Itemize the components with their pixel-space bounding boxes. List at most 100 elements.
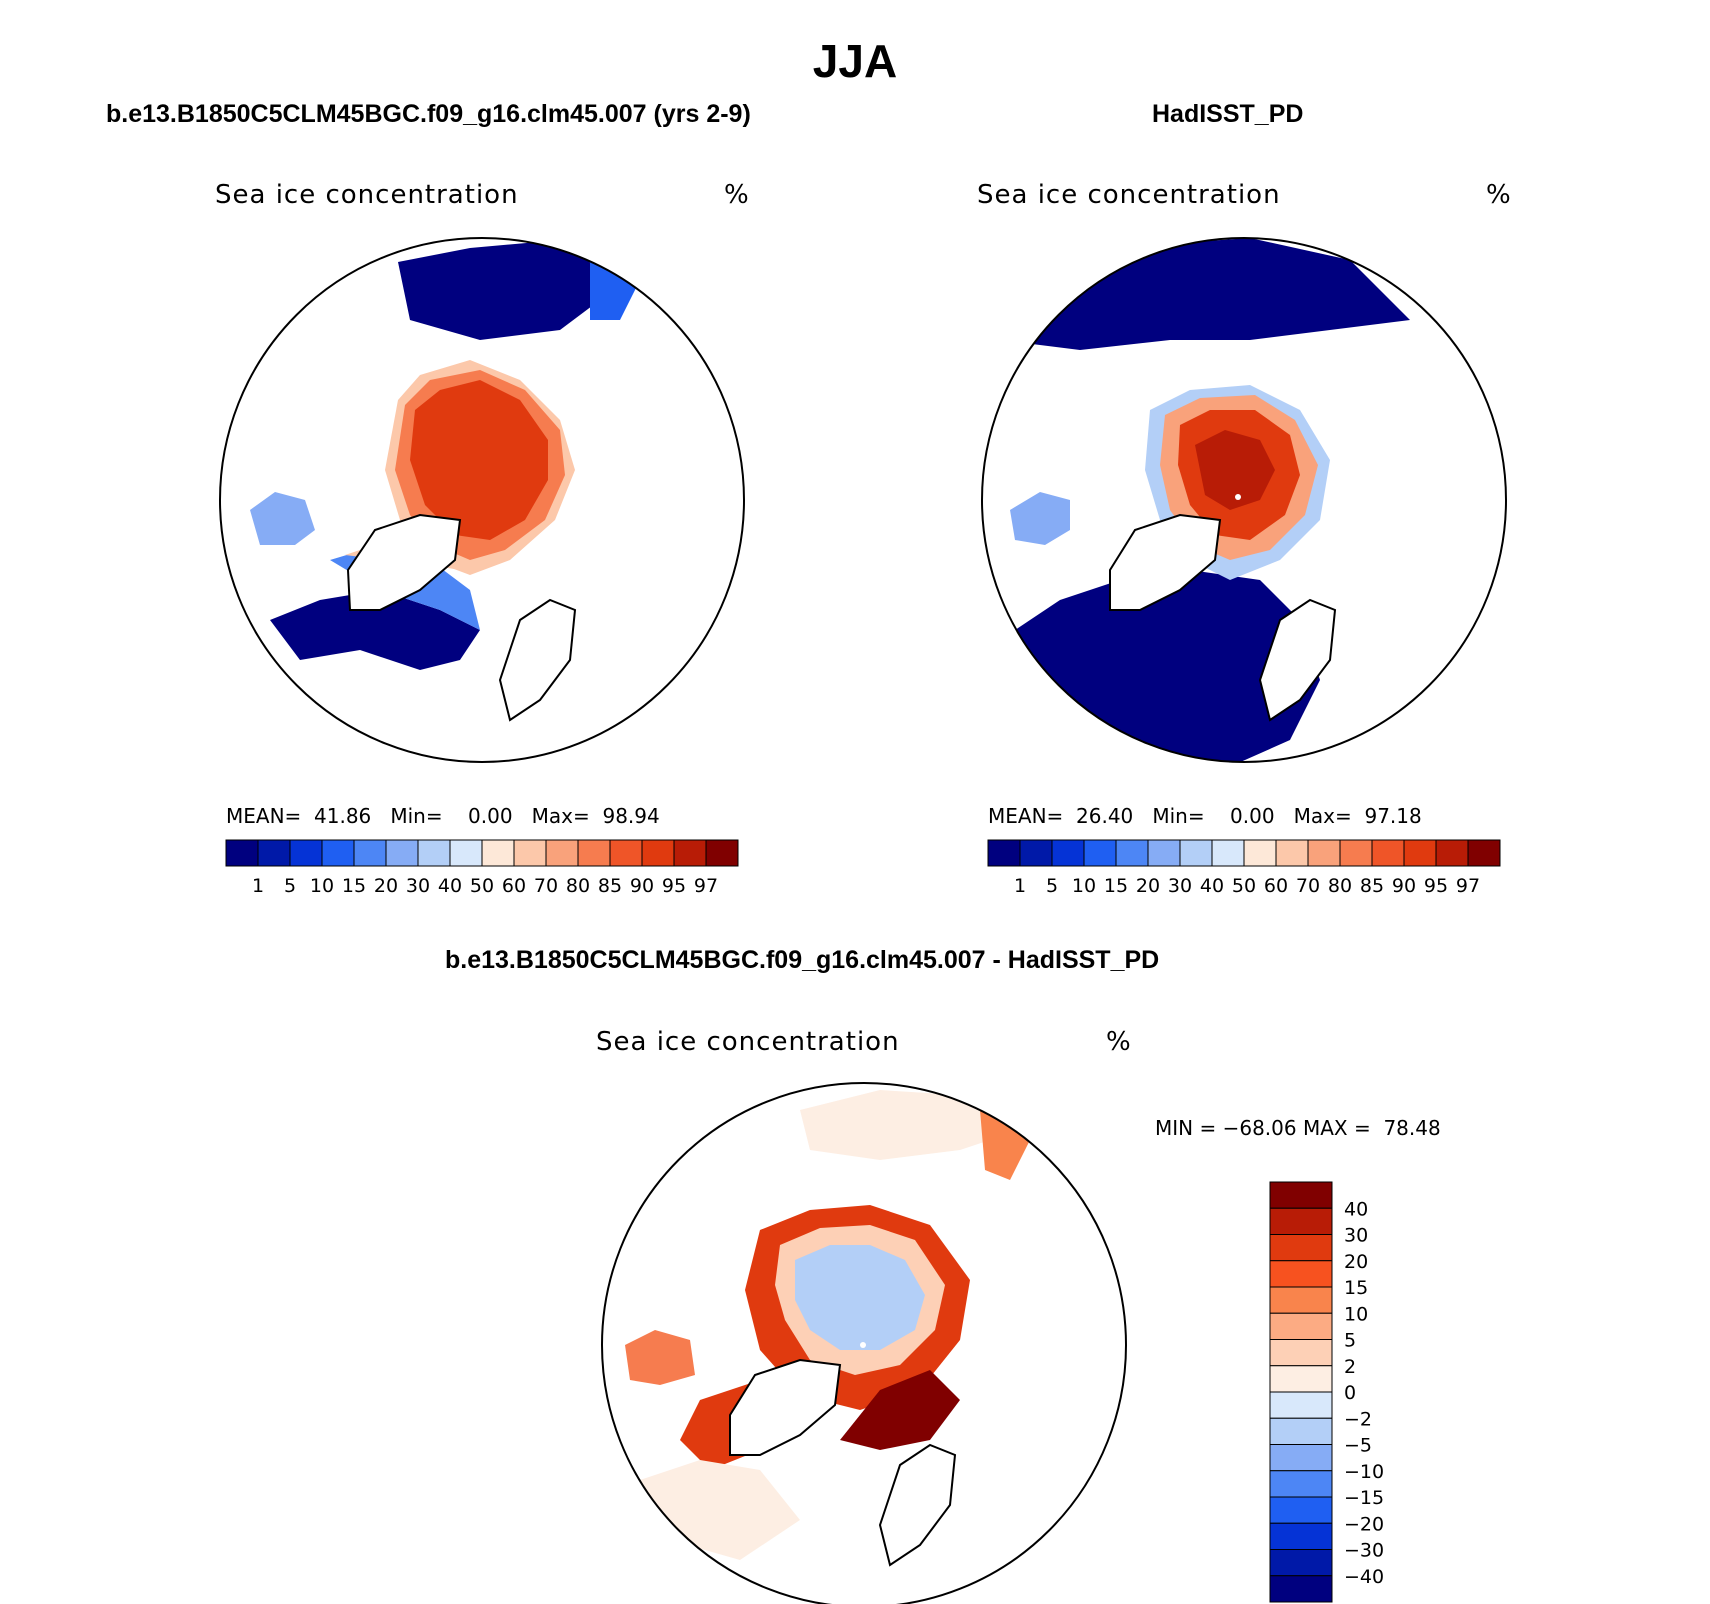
colorbar-swatch <box>257 839 291 867</box>
colorbar-swatch <box>1211 839 1245 867</box>
colorbar-swatch <box>1467 839 1501 867</box>
colorbar-swatch <box>1371 839 1405 867</box>
colorbar-swatch <box>1275 839 1309 867</box>
colorbar-swatch <box>1269 1339 1333 1367</box>
colorbar-tick-label: 60 <box>1264 875 1288 897</box>
colorbar-tick-label: 60 <box>502 875 526 897</box>
colorbar-tick-label: −40 <box>1344 1566 1384 1588</box>
colorbar-swatch <box>481 839 515 867</box>
colorbar-tick-label: 5 <box>1046 875 1058 897</box>
colorbar-swatch <box>641 839 675 867</box>
colorbar-tick-label: 85 <box>1360 875 1384 897</box>
colorbar-swatch <box>1115 839 1149 867</box>
panel-2-units: % <box>1486 180 1512 210</box>
colorbar-tick-label: 70 <box>1296 875 1320 897</box>
colorbar-tick-label: 15 <box>1104 875 1128 897</box>
colorbar-swatch <box>353 839 387 867</box>
colorbar-tick-label: −30 <box>1344 1540 1384 1562</box>
land-scandinavia <box>498 598 577 722</box>
colorbar-tick-label: −2 <box>1344 1408 1372 1430</box>
colorbar-tick-label: 15 <box>1344 1277 1368 1299</box>
land-greenland <box>346 513 462 611</box>
colorbar-swatch <box>1269 1286 1333 1314</box>
ice-field-bering <box>398 240 600 340</box>
colorbar-tick-label: 15 <box>342 875 366 897</box>
colorbar-swatch <box>1403 839 1437 867</box>
colorbar-tick-label: 20 <box>1344 1251 1368 1273</box>
panel-2-stats: MEAN= 26.40 Min= 0.00 Max= 97.18 <box>988 804 1422 828</box>
panel-3-variable: Sea ice concentration <box>596 1027 900 1057</box>
colorbar-tick-label: 90 <box>630 875 654 897</box>
colorbar-swatch <box>609 839 643 867</box>
colorbar-tick-label: 1 <box>1014 875 1026 897</box>
colorbar-swatch <box>449 839 483 867</box>
panel-1-variable: Sea ice concentration <box>215 180 519 210</box>
colorbar-swatch <box>1051 839 1085 867</box>
colorbar-tick-label: 30 <box>1344 1225 1368 1247</box>
map-boundary-2 <box>981 237 1507 763</box>
colorbar-swatch <box>1269 1575 1333 1603</box>
colorbar-tick-label: 40 <box>1344 1198 1368 1220</box>
colorbar-tick-label: 2 <box>1344 1356 1356 1378</box>
panel-2-variable: Sea ice concentration <box>977 180 1281 210</box>
colorbar-tick-label: −20 <box>1344 1513 1384 1535</box>
panel-2-title: HadISST_PD <box>1152 100 1304 128</box>
colorbar-swatch <box>1269 1391 1333 1419</box>
colorbar-model: 1 5 10 15 20 30 40 50 60 70 80 85 90 95 97 <box>225 839 739 897</box>
panel-3-units: % <box>1106 1027 1132 1057</box>
colorbar-swatch <box>417 839 451 867</box>
colorbar-obs: 1 5 10 15 20 30 40 50 60 70 80 85 90 95 97 <box>987 839 1501 897</box>
colorbar-tick-label: 0 <box>1344 1382 1356 1404</box>
colorbar-tick-label: 97 <box>694 875 718 897</box>
colorbar-tick-label: 95 <box>1424 875 1448 897</box>
panel-1-units: % <box>724 180 750 210</box>
colorbar-tick-label: 20 <box>374 875 398 897</box>
land-greenland <box>729 1358 842 1456</box>
colorbar-tick-label: 30 <box>1168 875 1192 897</box>
ice-field-hudson <box>250 492 315 545</box>
colorbar-tick-label: 40 <box>1200 875 1224 897</box>
colorbar-tick-label: −10 <box>1344 1461 1384 1483</box>
diff-field-center <box>795 1245 925 1350</box>
colorbar-tick-label: 1 <box>252 875 264 897</box>
panel-3-title: b.e13.B1850C5CLM45BGC.f09_g16.clm45.007 … <box>445 946 1160 974</box>
colorbar-swatch <box>1269 1496 1333 1524</box>
panel-1-title: b.e13.B1850C5CLM45BGC.f09_g16.clm45.007 … <box>106 100 751 128</box>
colorbar-swatch <box>1269 1522 1333 1550</box>
colorbar-swatch <box>1179 839 1213 867</box>
colorbar-tick-label: 5 <box>284 875 296 897</box>
colorbar-swatch <box>1435 839 1469 867</box>
colorbar-swatch <box>225 839 259 867</box>
colorbar-swatch <box>1243 839 1277 867</box>
colorbar-swatch <box>1083 839 1117 867</box>
colorbar-swatch <box>673 839 707 867</box>
panel-3-stats: MIN = −68.06 MAX = 78.48 <box>1155 1116 1441 1140</box>
colorbar-tick-label: 10 <box>310 875 334 897</box>
colorbar-swatch <box>1269 1312 1333 1340</box>
colorbar-tick-label: 95 <box>662 875 686 897</box>
colorbar-tick-label: 10 <box>1072 875 1096 897</box>
map-boundary-1 <box>219 237 745 763</box>
panel-1-stats: MEAN= 41.86 Min= 0.00 Max= 98.94 <box>226 804 660 828</box>
colorbar-swatch <box>1269 1207 1333 1235</box>
colorbar-swatch <box>1269 1549 1333 1577</box>
colorbar-swatch <box>987 839 1021 867</box>
colorbar-tick-label: 85 <box>598 875 622 897</box>
colorbar-tick-label: 70 <box>534 875 558 897</box>
land-greenland <box>1109 513 1222 611</box>
figure-title: JJA <box>812 35 898 87</box>
colorbar-tick-label: 5 <box>1344 1330 1356 1352</box>
colorbar-tick-label: 10 <box>1344 1303 1368 1325</box>
colorbar-tick-label: 20 <box>1136 875 1160 897</box>
colorbar-swatch <box>1269 1260 1333 1288</box>
colorbar-tick-label: 80 <box>1328 875 1352 897</box>
diff-field-pacific <box>800 1090 1020 1160</box>
ice-field-atlantic <box>270 590 480 670</box>
colorbar-tick-label: 40 <box>438 875 462 897</box>
colorbar-tick-label: 50 <box>1232 875 1256 897</box>
colorbar-tick-label: 30 <box>406 875 430 897</box>
colorbar-swatch <box>705 839 739 867</box>
